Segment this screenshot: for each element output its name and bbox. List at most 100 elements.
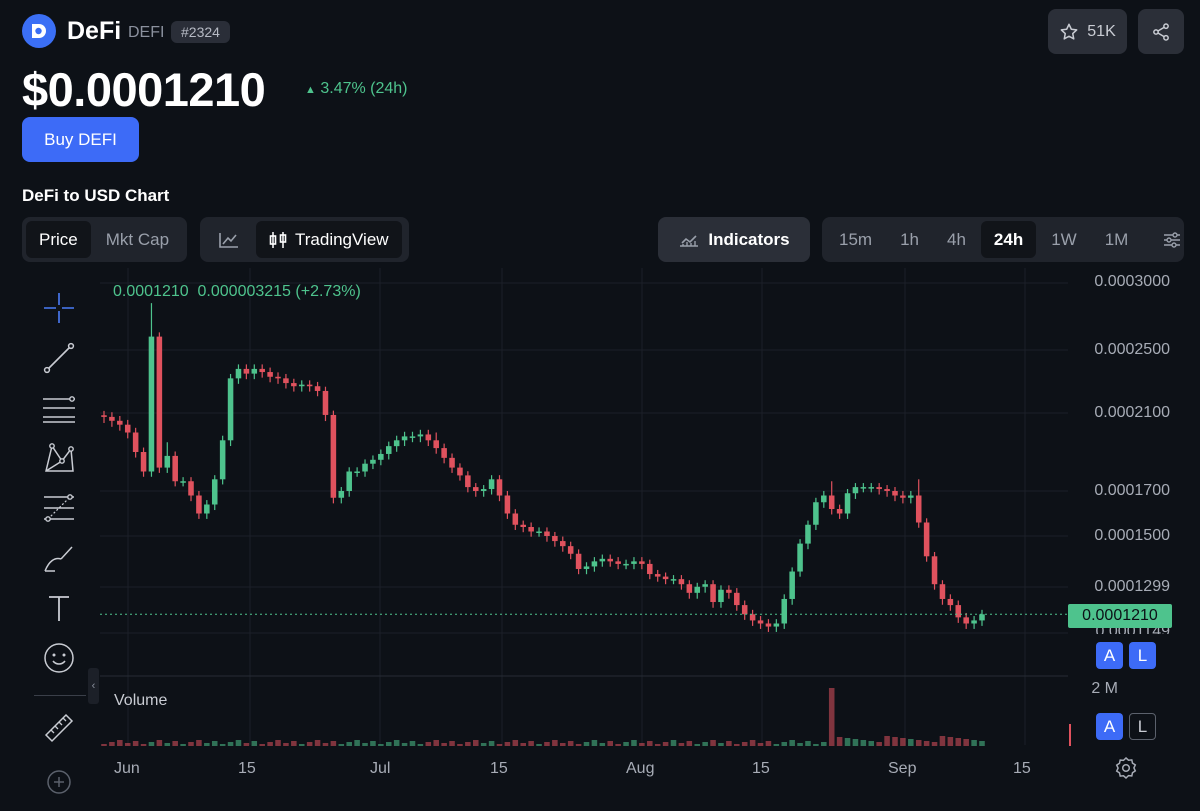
timeframe-1h[interactable]: 1h xyxy=(900,229,919,249)
crosshair-tool[interactable] xyxy=(36,285,82,331)
volume-bar xyxy=(433,740,439,746)
volume-bar xyxy=(132,741,139,746)
candle-body xyxy=(908,495,914,498)
horizontal-lines-tool[interactable] xyxy=(36,385,82,431)
candle-body xyxy=(631,561,637,564)
y-tick: 0.0001149 xyxy=(1095,623,1170,634)
timeframe-4h[interactable]: 4h xyxy=(947,229,966,249)
chart-settings-button[interactable] xyxy=(1153,221,1191,258)
volume-bar xyxy=(457,744,463,746)
candle-body xyxy=(243,368,250,374)
pattern-icon xyxy=(45,443,74,472)
trend-line-tool[interactable] xyxy=(36,335,82,381)
line-chart-button[interactable] xyxy=(204,221,254,258)
coin-logo xyxy=(22,14,56,48)
timeframe-selector: 15m 1h 4h 24h 1W 1M xyxy=(822,217,1184,262)
candle-body xyxy=(575,553,582,569)
volume-bar xyxy=(868,741,875,746)
candle-body xyxy=(314,386,321,391)
indicators-button[interactable]: Indicators xyxy=(658,217,810,262)
volume-bar xyxy=(385,742,392,746)
pattern-tool[interactable] xyxy=(36,435,82,481)
drawing-toolbar xyxy=(28,283,92,803)
candle-body xyxy=(607,558,614,562)
candle-body xyxy=(148,336,155,472)
volume-auto-button[interactable]: A xyxy=(1096,713,1123,740)
volume-bar xyxy=(465,742,471,746)
tab-price[interactable]: Price xyxy=(26,221,91,258)
chart-title: DeFi to USD Chart xyxy=(22,186,170,205)
candle-body xyxy=(536,531,542,533)
volume-bar xyxy=(615,744,621,746)
buy-button[interactable]: Buy DEFI xyxy=(22,117,139,162)
emoji-tool[interactable] xyxy=(36,635,82,681)
volume-bar xyxy=(362,743,368,746)
share-button[interactable] xyxy=(1138,9,1184,54)
ruler-icon xyxy=(44,713,74,743)
candle-body xyxy=(219,440,226,480)
log-scale-button[interactable]: L xyxy=(1129,642,1156,669)
y-tick: 0.0001500 xyxy=(1094,527,1170,544)
timeframe-1m[interactable]: 1M xyxy=(1104,229,1129,249)
volume-bar xyxy=(955,738,962,746)
tradingview-button[interactable]: TradingView xyxy=(256,221,402,258)
candle-body xyxy=(283,378,289,384)
volume-bar xyxy=(441,743,447,746)
brush-tool[interactable] xyxy=(36,535,82,581)
volume-bar xyxy=(710,740,716,746)
smiley-icon xyxy=(44,643,74,673)
indicators-icon xyxy=(680,234,699,247)
candle-body xyxy=(306,384,313,387)
candle-body xyxy=(662,576,669,580)
measure-tool[interactable] xyxy=(36,705,82,751)
volume-bar xyxy=(623,742,629,746)
ohlc-legend: 0.0001210 0.000003215 (+2.73%) xyxy=(113,283,361,300)
tools-divider xyxy=(34,695,86,696)
candle-body xyxy=(433,440,439,449)
collapse-toolbar-button[interactable]: ‹ xyxy=(88,668,99,704)
candle-body xyxy=(164,455,171,468)
volume-log-button[interactable]: L xyxy=(1129,713,1156,740)
share-icon xyxy=(1153,22,1169,41)
watchlist-button[interactable]: 51K xyxy=(1048,9,1127,54)
x-tick: 15 xyxy=(752,760,770,777)
candle-body xyxy=(654,574,661,577)
volume-bar xyxy=(314,740,321,746)
chart-settings-gear[interactable] xyxy=(1114,756,1138,785)
tab-mkt-cap[interactable]: Mkt Cap xyxy=(105,229,170,249)
candle-body xyxy=(346,471,352,491)
fib-tool[interactable] xyxy=(36,485,82,531)
volume-bar xyxy=(639,743,645,746)
timeframe-15m[interactable]: 15m xyxy=(839,229,873,249)
candle-body xyxy=(813,502,819,525)
timeframe-24h[interactable]: 24h xyxy=(980,221,1037,258)
defi-logo-icon xyxy=(32,24,46,38)
zoom-tool[interactable] xyxy=(36,759,82,805)
volume-bar xyxy=(196,740,202,746)
candle-body xyxy=(378,453,384,460)
candle-body xyxy=(718,589,724,603)
volume-bar xyxy=(188,742,194,746)
volume-bar xyxy=(109,742,115,746)
zoom-in-icon xyxy=(47,770,71,794)
sliders-icon xyxy=(1164,231,1181,248)
volume-bar xyxy=(654,744,661,746)
candle-body xyxy=(567,546,574,554)
candle-body xyxy=(591,561,598,567)
volume-bar xyxy=(749,740,756,746)
candle-body xyxy=(892,491,898,496)
metric-tabs: Price Mkt Cap xyxy=(22,217,187,262)
x-tick: Sep xyxy=(888,760,917,777)
auto-scale-button[interactable]: A xyxy=(1096,642,1123,669)
timeframe-1w[interactable]: 1W xyxy=(1051,229,1077,249)
volume-bar xyxy=(591,740,598,746)
star-icon xyxy=(1060,23,1078,40)
candle-body xyxy=(385,446,392,454)
text-tool[interactable] xyxy=(36,585,82,631)
candle-body xyxy=(544,531,550,536)
candle-body xyxy=(821,495,827,503)
candle-body xyxy=(836,509,843,514)
candle-body xyxy=(852,487,859,494)
y-tick: 0.0002100 xyxy=(1094,404,1170,421)
